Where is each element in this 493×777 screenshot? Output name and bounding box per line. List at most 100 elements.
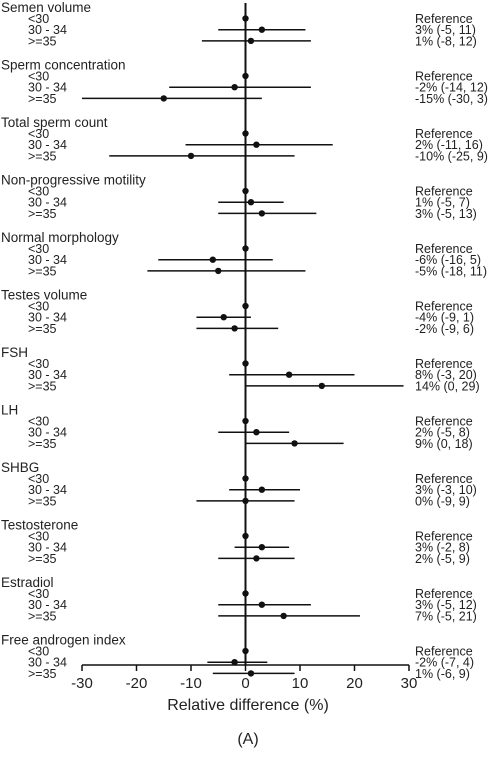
row-label: >=35	[28, 494, 57, 508]
row-label: <30	[28, 185, 49, 199]
row-label: 30 - 34	[28, 311, 67, 325]
point-estimate	[247, 199, 255, 206]
point-estimate	[253, 555, 260, 562]
row-label: >=35	[28, 207, 57, 221]
estimate-text: 2% (-5, 9)	[415, 552, 470, 566]
row-label: <30	[28, 645, 49, 659]
point-estimate	[280, 612, 287, 620]
point-estimate	[242, 130, 249, 137]
row-label: 30 - 34	[28, 138, 67, 152]
group-title: Semen volume	[1, 0, 91, 15]
estimate-text: 8% (-3, 20)	[415, 368, 477, 382]
estimate-text: Reference	[415, 645, 473, 659]
estimate-text: Reference	[415, 185, 473, 199]
x-tick-label: 30	[401, 675, 418, 692]
estimate-text: Reference	[415, 127, 473, 141]
estimate-text: -10% (-25, 9)	[415, 149, 488, 163]
estimate-text: -5% (-18, 11)	[415, 264, 487, 278]
x-axis-label: Relative difference (%)	[167, 697, 329, 714]
row-label: <30	[28, 242, 49, 256]
estimate-text: 1% (-5, 7)	[415, 196, 470, 210]
panel-label: (A)	[237, 731, 258, 748]
point-estimate	[209, 256, 216, 263]
estimate-text: 3% (-5, 11)	[415, 23, 476, 37]
estimate-text: 3% (-5, 12)	[415, 598, 477, 612]
point-estimate	[242, 475, 249, 482]
point-estimate	[242, 497, 249, 505]
point-estimate	[242, 532, 249, 540]
estimate-text: 2% (-11, 16)	[415, 138, 483, 152]
row-label: <30	[28, 300, 49, 314]
point-estimate	[258, 601, 266, 608]
point-estimate	[247, 37, 255, 45]
point-estimate	[242, 15, 249, 22]
row-label: <30	[28, 587, 49, 601]
point-estimate	[242, 647, 249, 655]
point-estimate	[318, 382, 325, 390]
group-title: Normal morphology	[1, 230, 119, 245]
point-estimate	[242, 360, 249, 367]
estimate-text: Reference	[415, 587, 473, 601]
estimate-text: -6% (-16, 5)	[415, 253, 481, 267]
point-estimate	[258, 486, 266, 493]
group-title: LH	[1, 403, 18, 418]
group-title: FSH	[1, 345, 28, 360]
point-estimate	[247, 670, 255, 677]
row-label: 30 - 34	[28, 253, 67, 267]
estimate-text: Reference	[415, 70, 473, 84]
estimate-text: Reference	[415, 472, 473, 486]
row-label: >=35	[28, 552, 57, 566]
row-label: 30 - 34	[28, 541, 67, 555]
group-title: Non-progressive motility	[1, 173, 146, 188]
point-estimate	[215, 267, 222, 275]
row-label: >=35	[28, 379, 57, 393]
group-title: Free androgen index	[1, 633, 126, 648]
estimate-text: 1% (-8, 12)	[415, 34, 477, 48]
x-tick-label: 20	[346, 675, 363, 692]
point-estimate	[285, 371, 293, 378]
estimate-text: -15% (-30, 3)	[415, 92, 488, 106]
point-estimate	[242, 245, 249, 252]
point-estimate	[160, 95, 167, 102]
x-tick-label: -10	[180, 675, 202, 692]
x-tick-label: -30	[71, 675, 93, 692]
point-estimate	[231, 84, 238, 91]
row-label: <30	[28, 530, 49, 544]
point-estimate	[231, 325, 238, 332]
row-label: >=35	[28, 609, 57, 623]
x-tick-label: 10	[292, 675, 309, 692]
row-label: 30 - 34	[28, 81, 67, 95]
estimate-text: Reference	[415, 415, 473, 429]
point-estimate	[242, 302, 249, 310]
row-label: 30 - 34	[28, 23, 67, 37]
row-label: <30	[28, 357, 49, 371]
estimate-text: 0% (-9, 9)	[415, 494, 470, 508]
row-label: <30	[28, 127, 49, 141]
group-title: SHBG	[1, 460, 39, 475]
point-estimate	[231, 659, 238, 666]
estimate-text: Reference	[415, 530, 473, 544]
group-title: Estradiol	[1, 575, 54, 590]
x-tick-label: 0	[241, 675, 249, 692]
estimate-text: 1% (-6, 9)	[415, 667, 470, 681]
estimate-text: -2% (-9, 6)	[415, 322, 474, 336]
point-estimate	[220, 314, 227, 321]
row-label: 30 - 34	[28, 196, 67, 210]
point-estimate	[242, 187, 249, 195]
point-estimate	[242, 590, 249, 597]
group-title: Sperm concentration	[1, 58, 126, 73]
point-estimate	[253, 141, 260, 148]
point-estimate	[253, 429, 260, 436]
row-label: >=35	[28, 264, 57, 278]
estimate-text: 3% (-2, 8)	[415, 541, 470, 555]
point-estimate	[242, 72, 249, 80]
point-estimate	[258, 210, 266, 217]
row-label: >=35	[28, 149, 57, 163]
row-label: <30	[28, 415, 49, 429]
row-label: 30 - 34	[28, 368, 67, 382]
estimate-text: Reference	[415, 12, 473, 26]
estimate-text: -2% (-14, 12)	[415, 81, 488, 95]
row-label: >=35	[28, 34, 57, 48]
estimate-text: 14% (0, 29)	[415, 379, 480, 393]
